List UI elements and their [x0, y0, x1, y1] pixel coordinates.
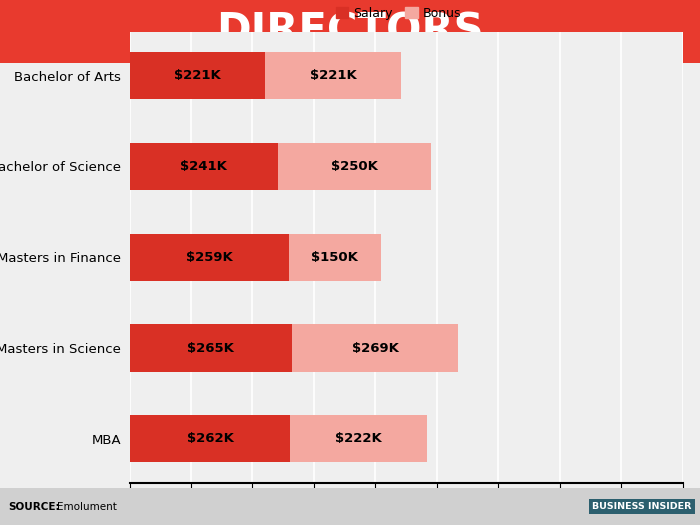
Bar	[265, 52, 401, 99]
Text: $259K: $259K	[186, 251, 232, 264]
Text: $221K: $221K	[310, 69, 356, 82]
Bar	[130, 415, 290, 463]
Text: $269K: $269K	[351, 342, 398, 354]
Text: $265K: $265K	[188, 342, 235, 354]
Text: $222K: $222K	[335, 433, 382, 445]
Bar	[288, 234, 381, 281]
Text: $262K: $262K	[187, 433, 233, 445]
Bar	[130, 143, 278, 190]
Bar	[278, 143, 431, 190]
Text: $241K: $241K	[180, 160, 227, 173]
Text: $150K: $150K	[312, 251, 358, 264]
Bar	[290, 415, 427, 463]
Text: $221K: $221K	[174, 69, 220, 82]
Bar	[130, 234, 288, 281]
Bar	[130, 52, 265, 99]
X-axis label: Average compensation among NYC directors (thousands): Average compensation among NYC directors…	[227, 513, 585, 525]
Text: DIRECTORS: DIRECTORS	[216, 10, 484, 52]
Legend: Salary, Bonus: Salary, Bonus	[330, 2, 466, 25]
Bar	[293, 324, 458, 372]
Text: SOURCE:: SOURCE:	[8, 501, 60, 512]
Text: $250K: $250K	[331, 160, 378, 173]
Text: Emolument: Emolument	[57, 501, 118, 512]
Bar	[130, 324, 293, 372]
Text: BUSINESS INSIDER: BUSINESS INSIDER	[592, 502, 692, 511]
